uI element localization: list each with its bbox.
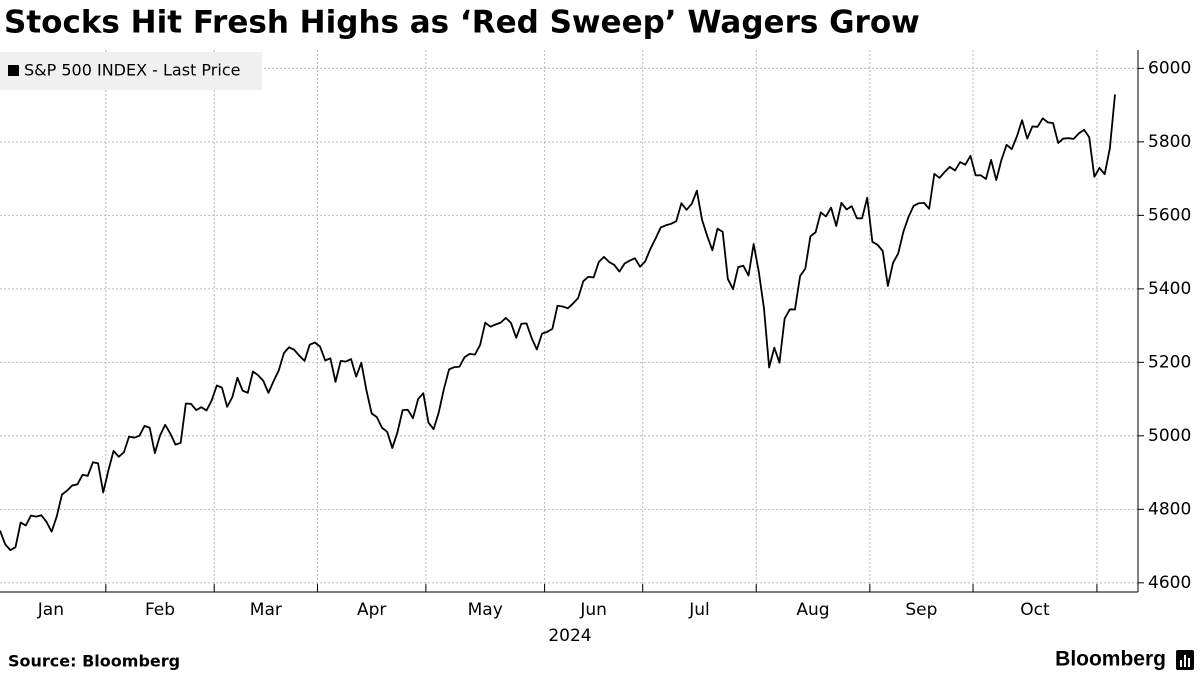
x-tick-label: May [468, 600, 503, 620]
x-tick-label: Jun [579, 600, 607, 620]
x-tick-label: Mar [250, 600, 282, 620]
chart-title: Stocks Hit Fresh Highs as ‘Red Sweep’ Wa… [4, 5, 920, 41]
y-tick-label: 4600 [1148, 573, 1191, 593]
y-tick-label: 5400 [1148, 279, 1191, 299]
price-line [0, 94, 1116, 552]
brand-icon [1176, 650, 1194, 670]
y-tick-label: 6000 [1148, 58, 1191, 78]
y-tick-label: 4800 [1148, 499, 1191, 519]
source: Source: Bloomberg [8, 652, 180, 671]
y-tick-label: 5600 [1148, 205, 1191, 225]
x-axis-label: 2024 [548, 626, 591, 646]
legend-swatch [8, 65, 19, 76]
legend: S&P 500 INDEX - Last Price [0, 52, 262, 90]
brand: Bloomberg [1055, 648, 1166, 671]
x-tick-label: Sep [905, 600, 937, 620]
legend-label: S&P 500 INDEX - Last Price [24, 61, 240, 80]
x-tick-label: Apr [357, 600, 386, 620]
legend-box [0, 52, 262, 90]
x-tick-label: Oct [1020, 600, 1050, 620]
y-tick-label: 5000 [1148, 426, 1191, 446]
x-tick-label: Feb [145, 600, 175, 620]
x-tick-label: Jul [688, 600, 710, 620]
x-tick-label: Aug [796, 600, 829, 620]
y-tick-label: 5800 [1148, 132, 1191, 152]
y-tick-label: 5200 [1148, 352, 1191, 372]
x-tick-label: Jan [37, 600, 64, 620]
